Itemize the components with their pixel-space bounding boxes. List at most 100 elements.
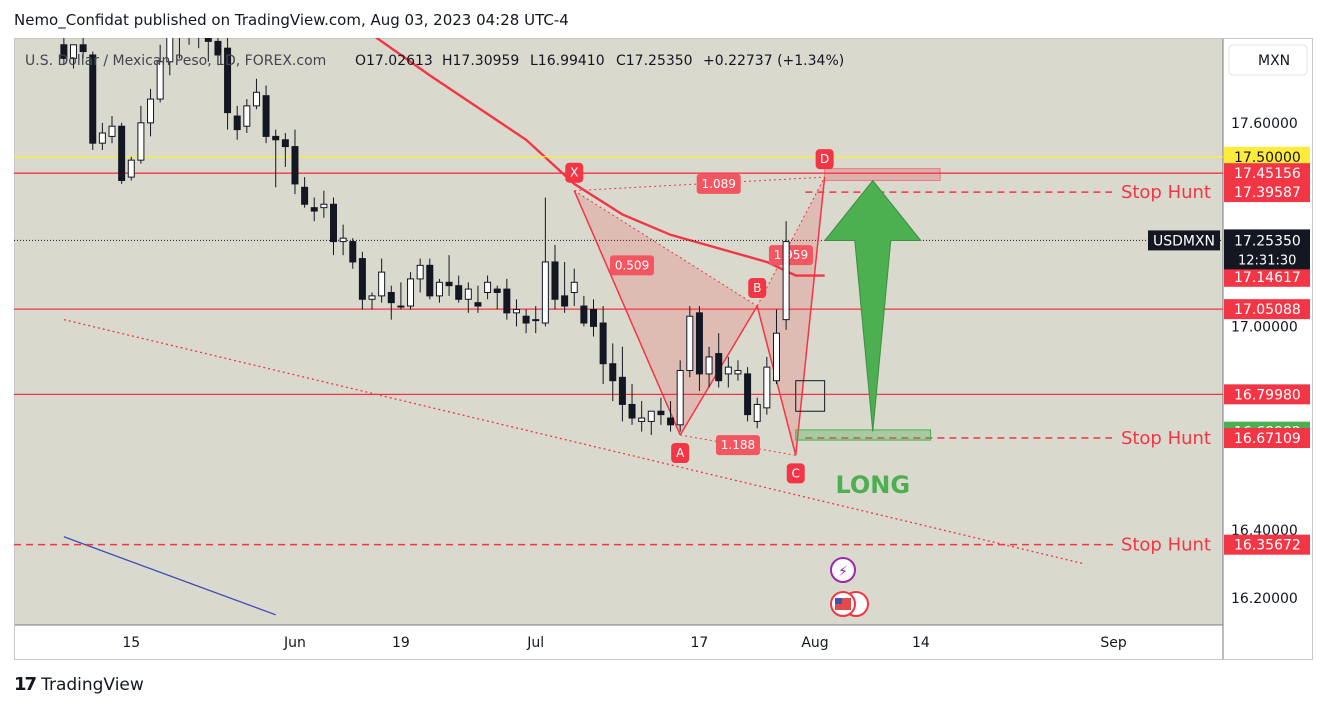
tradingview-logo[interactable]: 17 TradingView xyxy=(14,674,144,695)
candle-body-24 xyxy=(291,146,299,185)
candle-body-44 xyxy=(484,281,492,293)
candle-body-39 xyxy=(435,281,443,297)
candles-layer xyxy=(60,38,790,435)
symbol-label-box xyxy=(1148,230,1220,251)
price-label-box-4 xyxy=(1224,299,1310,320)
lightning-glyph: ⚡ xyxy=(838,564,848,580)
x-tick-5: Aug xyxy=(801,635,828,651)
stop-hunt-label-2: Stop Hunt xyxy=(1121,535,1211,556)
candle-body-38 xyxy=(426,264,434,297)
pattern-point-box-C xyxy=(786,463,805,484)
price-label-box-0 xyxy=(1224,146,1310,167)
candle-body-72 xyxy=(753,403,761,422)
candle-body-45 xyxy=(493,288,501,293)
pattern-point-label-X: X xyxy=(570,166,578,180)
price-label-box-7 xyxy=(1224,428,1310,449)
candle-body-1 xyxy=(69,44,77,59)
pattern-point-label-B: B xyxy=(753,281,761,295)
candle-body-31 xyxy=(358,258,366,300)
x-tick-0: 15 xyxy=(122,635,140,651)
candle-body-33 xyxy=(378,271,386,297)
pattern-leg-XA xyxy=(573,190,681,436)
plot-background xyxy=(14,38,1223,625)
candle-body-19 xyxy=(243,105,251,127)
candle-body-0 xyxy=(60,44,68,59)
candle-body-48 xyxy=(522,315,530,324)
moving-average-layer xyxy=(374,38,825,277)
ohlc-change: +0.22737 (+1.34%) xyxy=(703,53,844,69)
currency-button[interactable]: MXN xyxy=(1228,44,1308,76)
price-label-text-1: 17.45156 xyxy=(1234,166,1301,182)
chart-container[interactable]: 0.509 1.188 1.959 1.089 X A B C D Stop Hunt Stop … xyxy=(14,38,1313,660)
pattern-point-box-D xyxy=(815,149,834,170)
pattern-point-box-A xyxy=(671,442,690,463)
candle-body-51 xyxy=(551,261,559,300)
trendlines-layer xyxy=(63,318,1085,616)
pattern-ratio-text-2: 1.959 xyxy=(774,248,808,262)
stop-hunt-label-1: Stop Hunt xyxy=(1121,428,1211,449)
candle-body-41 xyxy=(455,285,463,300)
candle-body-57 xyxy=(609,363,617,382)
currency-button-frame[interactable] xyxy=(1228,44,1308,76)
currency-button-label[interactable]: MXN xyxy=(1258,53,1290,69)
candle-body-35 xyxy=(397,305,405,308)
candle-body-28 xyxy=(330,203,337,243)
price-label-box-8 xyxy=(1224,534,1310,555)
ohlc-close: C17.25350 xyxy=(616,53,693,69)
candle-body-43 xyxy=(474,302,482,307)
pattern-ratio-text-0: 0.509 xyxy=(615,258,649,272)
candle-body-23 xyxy=(281,139,289,148)
pattern-ratio-line-BD xyxy=(756,176,826,307)
candle-body-42 xyxy=(464,288,472,300)
candle-body-34 xyxy=(387,291,395,304)
candle-body-32 xyxy=(368,295,376,300)
last-price-box xyxy=(1224,229,1310,270)
candle-body-5 xyxy=(108,125,116,137)
candle-body-18 xyxy=(233,115,241,131)
candle-body-25 xyxy=(301,186,309,205)
ohlc-low: L16.99410 xyxy=(530,53,605,69)
y-tick-1: 17.60000 xyxy=(1231,116,1298,132)
candle-body-66 xyxy=(695,312,703,375)
y-tick-4: 16.20000 xyxy=(1231,591,1298,607)
long-label: LONG xyxy=(835,471,910,499)
tradingview-logo-icon: 17 xyxy=(14,674,37,695)
price-label-text-4: 17.05088 xyxy=(1234,302,1301,318)
y-tick-2: 17.00000 xyxy=(1231,319,1298,335)
candle-body-67 xyxy=(705,356,713,375)
overlay-layer: Stop Hunt Stop Hunt Stop Hunt LONG ⚡ USDMXN xyxy=(823,179,1220,617)
lightning-event-icon xyxy=(830,557,856,583)
x-tick-4: 17 xyxy=(691,635,709,651)
candle-body-9 xyxy=(147,98,155,124)
candle-body-55 xyxy=(590,308,598,327)
last-price-text: 17.25350 xyxy=(1234,233,1301,249)
ohlc-open: O17.02613 xyxy=(355,53,433,69)
candle-body-40 xyxy=(445,281,453,287)
price-label-text-0: 17.50000 xyxy=(1234,150,1301,166)
pattern-point-label-A: A xyxy=(676,446,685,460)
chart-border xyxy=(14,38,1313,660)
price-label-text-3: 17.14617 xyxy=(1234,270,1301,286)
candle-body-16 xyxy=(214,40,222,56)
candle-body-60 xyxy=(638,417,646,422)
published-caption: Nemo_Confidat published on TradingView.c… xyxy=(14,11,569,29)
candle-body-62 xyxy=(657,410,665,416)
candle-body-29 xyxy=(339,237,347,243)
price-label-box-1 xyxy=(1224,163,1310,184)
entry-zone xyxy=(795,429,932,441)
candle-body-30 xyxy=(349,241,357,263)
pattern-point-label-D: D xyxy=(820,152,829,166)
consolidation-box xyxy=(795,380,826,412)
pattern-ratio-line-XB xyxy=(573,190,758,307)
target-zone xyxy=(824,168,941,182)
candle-body-11 xyxy=(166,38,174,63)
candle-body-52 xyxy=(561,295,569,307)
price-label-text-8: 16.35672 xyxy=(1234,538,1301,554)
candle-body-20 xyxy=(252,91,260,107)
candle-body-50 xyxy=(541,261,549,324)
candle-body-27 xyxy=(320,203,328,209)
candle-body-22 xyxy=(272,135,280,141)
candle-body-47 xyxy=(512,308,520,314)
candle-body-7 xyxy=(127,159,135,178)
